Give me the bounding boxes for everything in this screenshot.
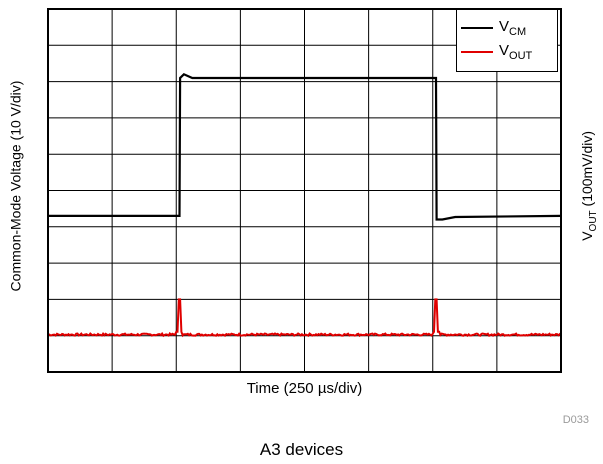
y-axis-label-left: Common-Mode Voltage (10 V/div) bbox=[4, 0, 26, 372]
plot-grid bbox=[48, 9, 561, 372]
legend-label-vout: V bbox=[499, 42, 510, 59]
legend-label-vcm: V bbox=[499, 18, 510, 35]
y-axis-label-left-text: Common-Mode Voltage (10 V/div) bbox=[7, 80, 23, 292]
series-line-vout bbox=[47, 298, 562, 338]
y-axis-label-right: VOUT (100mV/div) bbox=[578, 0, 600, 372]
y-axis-label-right-sub: OUT bbox=[587, 210, 599, 232]
legend-item-vout: VOUT bbox=[461, 42, 532, 62]
legend-swatch-vout bbox=[461, 51, 493, 53]
y-axis-label-right-main: V bbox=[579, 231, 596, 241]
figure-id: D033 bbox=[562, 414, 589, 426]
series-line-vcm bbox=[48, 72, 562, 221]
legend-label-vcm-sub: CM bbox=[509, 26, 527, 38]
x-axis-label: Time (250 µs/div) bbox=[246, 380, 363, 397]
legend: VCM VOUT bbox=[456, 9, 558, 72]
y-axis-label-right-rest: (100mV/div) bbox=[579, 131, 596, 211]
legend-label-vout-sub: OUT bbox=[509, 50, 533, 62]
legend-item-vcm: VCM bbox=[461, 18, 526, 38]
figure-caption: A3 devices bbox=[259, 440, 344, 459]
legend-swatch-vcm bbox=[461, 27, 493, 29]
plot-frame bbox=[47, 8, 562, 373]
plot-traces bbox=[47, 72, 562, 338]
